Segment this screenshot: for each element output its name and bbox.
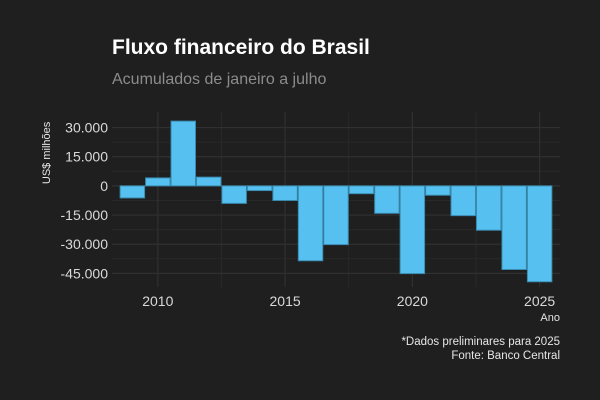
y-tick-label: 30.000 — [65, 120, 108, 136]
x-tick-label: 2015 — [270, 293, 301, 309]
bar-2016 — [297, 185, 324, 262]
caption-source: Fonte: Banco Central — [451, 350, 560, 362]
x-tick-label: 2010 — [142, 293, 173, 309]
bar-2023 — [476, 185, 502, 231]
y-tick-label: -15.000 — [61, 207, 109, 223]
bar-2018 — [348, 185, 375, 195]
bar-2017 — [323, 185, 349, 246]
caption-note: *Dados preliminares para 2025 — [401, 336, 560, 348]
bar-2011 — [170, 120, 196, 187]
y-axis-label: US$ milhões — [41, 121, 53, 184]
y-tick-label: 15.000 — [65, 149, 108, 165]
bar-2020 — [399, 185, 426, 275]
bar-2014 — [246, 185, 273, 192]
bar-2013 — [221, 185, 247, 204]
chart-subtitle: Acumulados de janeiro a julho — [112, 71, 327, 88]
x-tick-label: 2020 — [397, 293, 428, 309]
x-tick-label: 2025 — [524, 293, 555, 309]
y-tick-label: -30.000 — [61, 236, 109, 252]
bar-2012 — [196, 176, 222, 187]
bar-2015 — [272, 185, 298, 201]
bar-2010 — [145, 177, 171, 187]
bar-2022 — [450, 185, 476, 217]
bar-2021 — [425, 185, 451, 196]
bar-2009 — [119, 185, 146, 199]
y-tick-label: -45.000 — [61, 265, 109, 281]
x-axis-label: Ano — [540, 312, 560, 324]
chart-caption: *Dados preliminares para 2025 Fonte: Ban… — [401, 335, 560, 363]
chart-title: Fluxo financeiro do Brasil — [112, 36, 370, 59]
y-tick-label: 0 — [100, 178, 108, 194]
bar-2019 — [374, 185, 400, 214]
bar-2025 — [526, 185, 553, 283]
bar-2024 — [501, 185, 527, 270]
